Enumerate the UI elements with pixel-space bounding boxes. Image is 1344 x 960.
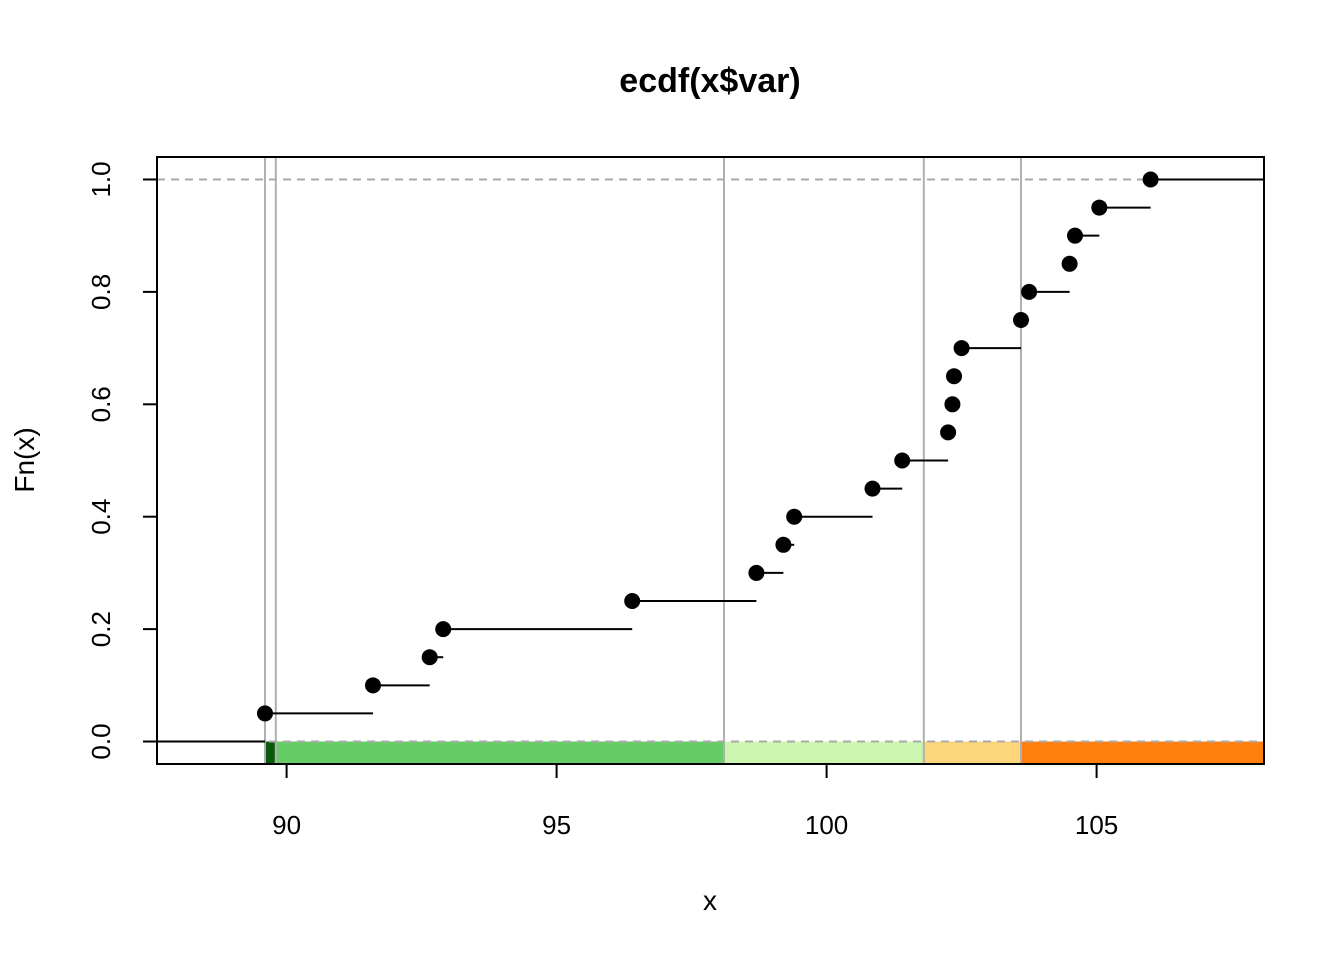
ecdf-point-13 [946, 368, 963, 385]
ecdf-point-8 [786, 508, 803, 525]
ecdf-point-15 [1013, 311, 1029, 328]
color-bands [265, 741, 1264, 764]
horizontal-reference-lines [157, 178, 1264, 743]
ecdf-point-12 [944, 396, 961, 413]
ecdf-point-5 [624, 593, 641, 610]
ecdf-point-20 [1142, 171, 1159, 188]
y-tick-label-0.8: 0.8 [86, 274, 116, 310]
ecdf-point-1 [257, 705, 273, 722]
y-tick-label-0.6: 0.6 [86, 386, 116, 422]
y-tick-label-1.0: 1.0 [86, 161, 116, 197]
y-tick-label-0.0: 0.0 [86, 723, 116, 759]
x-tick-label-95: 95 [542, 810, 571, 840]
ecdf-point-7 [775, 536, 792, 553]
plot-frame [156, 156, 1265, 765]
y-tick-label-0.4: 0.4 [86, 499, 116, 535]
x-axis: 90 95 100 105 [272, 763, 1118, 840]
y-axis: 0.0 0.2 0.4 0.6 0.8 1.0 [86, 161, 157, 760]
ecdf-point-9 [864, 480, 881, 497]
chart-title: ecdf(x$var) [619, 62, 800, 100]
x-tick-label-100: 100 [805, 810, 848, 840]
color-band-1 [265, 741, 276, 764]
color-band-5 [1021, 741, 1264, 764]
ecdf-point-3 [421, 649, 438, 666]
ecdf-point-18 [1067, 227, 1083, 244]
x-axis-label: x [703, 885, 717, 916]
ecdf-point-10 [894, 452, 911, 469]
ecdf-point-2 [365, 677, 381, 694]
color-band-2 [275, 741, 724, 764]
ecdf-point-14 [953, 340, 970, 357]
color-band-3 [724, 741, 924, 764]
vertical-reference-lines [264, 157, 1022, 764]
ecdf-point-17 [1061, 255, 1078, 272]
ecdf-point-4 [435, 621, 452, 638]
x-tick-label-90: 90 [272, 810, 301, 840]
ecdf-steps [157, 178, 1264, 743]
ecdf-point-11 [940, 424, 957, 441]
ecdf-points [257, 171, 1159, 722]
x-tick-label-105: 105 [1075, 810, 1118, 840]
y-tick-label-0.2: 0.2 [86, 611, 116, 647]
ecdf-point-19 [1091, 199, 1108, 216]
color-band-4 [923, 741, 1021, 764]
ecdf-point-16 [1021, 283, 1038, 300]
y-axis-label: Fn(x) [9, 427, 40, 492]
ecdf-point-6 [748, 564, 765, 581]
